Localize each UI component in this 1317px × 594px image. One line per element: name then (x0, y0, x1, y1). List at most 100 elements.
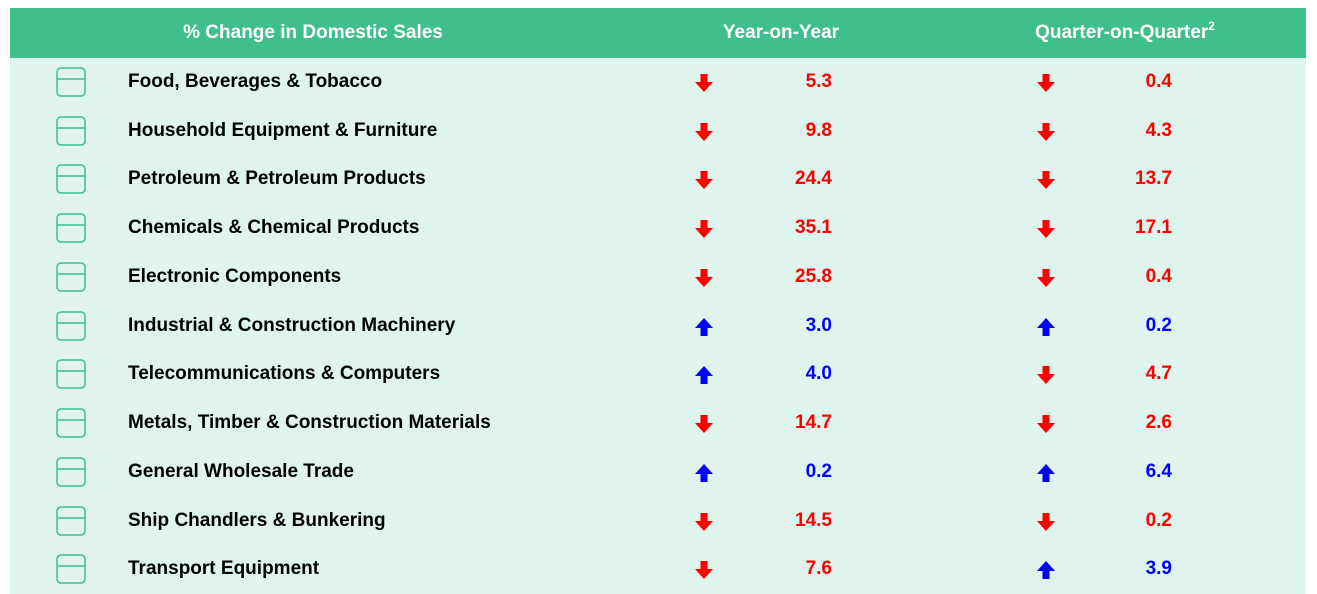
header-yoy: Year-on-Year (722, 22, 840, 43)
qoq-value: 17.1 (1135, 217, 1172, 239)
arrow-shape (695, 220, 713, 239)
icon-outline (56, 359, 86, 390)
arrow-up (1037, 317, 1055, 336)
row-name: Ship Chandlers & Bunkering (128, 509, 386, 531)
arrow-down (695, 268, 713, 287)
qoq-value: 0.4 (1145, 71, 1172, 92)
icon-outline (56, 262, 86, 292)
yoy-value: 35.1 (795, 217, 832, 239)
arrow-down (695, 415, 713, 434)
row-name: Transport Equipment (128, 558, 320, 580)
row-icon (56, 213, 86, 243)
table-row: Chemicals & Chemical Products 35.1 17.1 (0, 204, 1317, 253)
row-name: Chemicals & Chemical Products (128, 217, 420, 239)
icon-outline (56, 213, 86, 243)
arrow-shape (1037, 171, 1055, 190)
arrow-shape (695, 366, 713, 385)
row-name: General Wholesale Trade (128, 460, 354, 482)
row-icon (56, 505, 86, 536)
qoq-value: 0.2 (1145, 314, 1172, 336)
arrow-down (1037, 415, 1055, 434)
table-row: General Wholesale Trade 0.2 6.4 (0, 448, 1317, 497)
table-row: Industrial & Construction Machinery 3.0 0.… (0, 302, 1317, 351)
arrow-shape (695, 463, 713, 482)
arrow-shape (1037, 415, 1055, 434)
row-icon (56, 457, 86, 487)
row-icon (56, 164, 86, 195)
arrow-shape (1037, 463, 1055, 482)
table-row: Food, Beverages & Tobacco 5.3 0.4 (0, 58, 1317, 107)
row-name: Industrial & Construction Machinery (128, 314, 456, 336)
icon-outline (56, 164, 86, 195)
qoq-value: 0.2 (1145, 509, 1172, 531)
arrow-shape (695, 317, 713, 336)
qoq-value: 4.7 (1145, 363, 1172, 385)
table-row: Transport Equipment 7.6 3.9 (0, 545, 1317, 594)
yoy-value: 7.6 (805, 558, 832, 580)
arrow-up (1037, 561, 1055, 580)
qoq-value: 0.4 (1145, 265, 1172, 287)
arrow-down (695, 74, 713, 92)
arrow-shape (1037, 317, 1055, 336)
row-icon (56, 554, 86, 585)
arrow-shape (1037, 220, 1055, 239)
arrow-down (1037, 220, 1055, 239)
qoq-value: 4.3 (1145, 119, 1172, 141)
qoq-value: 6.4 (1145, 460, 1172, 482)
arrow-down (695, 220, 713, 239)
yoy-value: 4.0 (805, 363, 832, 385)
arrow-shape (695, 512, 713, 531)
arrow-down (1037, 366, 1055, 385)
icon-outline (56, 505, 86, 536)
arrow-up (695, 463, 713, 482)
table-row: Household Equipment & Furniture 9.8 4.3 (0, 107, 1317, 156)
table-row: Telecommunications & Computers 4.0 4.7 (0, 350, 1317, 399)
arrow-shape (695, 561, 713, 580)
footnote-mark: 2 (1208, 19, 1215, 33)
arrow-up (1037, 463, 1055, 482)
table-row: Electronic Components 25.8 0.4 (0, 253, 1317, 302)
arrow-shape (695, 415, 713, 434)
row-icon (56, 310, 86, 341)
yoy-value: 3.0 (805, 314, 832, 336)
icon-outline (56, 408, 86, 438)
icon-outline (56, 457, 86, 487)
yoy-value: 24.4 (795, 168, 832, 190)
qoq-value: 13.7 (1135, 168, 1172, 190)
table-row: Ship Chandlers & Bunkering 14.5 0.2 (0, 497, 1317, 546)
row-name: Metals, Timber & Construction Materials (128, 412, 491, 434)
header-qoq: Quarter-on-Quarter2 (1000, 8, 1250, 58)
arrow-down (1037, 171, 1055, 190)
arrow-down (1037, 512, 1055, 531)
icon-outline (56, 67, 86, 97)
row-name: Electronic Components (128, 265, 342, 287)
row-name: Telecommunications & Computers (128, 363, 441, 385)
arrow-shape (1037, 561, 1055, 580)
arrow-down (1037, 122, 1055, 141)
yoy-value: 14.5 (795, 509, 832, 531)
arrow-shape (695, 74, 713, 92)
icon-outline (56, 310, 86, 341)
yoy-value: 9.8 (805, 119, 832, 141)
arrow-shape (695, 171, 713, 190)
table-body (10, 58, 1306, 594)
arrow-down (695, 122, 713, 141)
arrow-shape (695, 268, 713, 287)
header-bar (10, 8, 1306, 58)
arrow-down (1037, 268, 1055, 287)
row-name: Food, Beverages & Tobacco (128, 71, 383, 92)
row-icon (56, 408, 86, 438)
arrow-up (695, 366, 713, 385)
arrow-shape (1037, 122, 1055, 141)
arrow-shape (1037, 512, 1055, 531)
yoy-value: 14.7 (795, 412, 832, 434)
row-icon (56, 262, 86, 292)
row-name: Petroleum & Petroleum Products (128, 168, 426, 190)
icon-outline (56, 115, 86, 146)
arrow-shape (1037, 268, 1055, 287)
table-row: Metals, Timber & Construction Materials 1… (0, 399, 1317, 448)
arrow-down (695, 561, 713, 580)
arrow-down (695, 171, 713, 190)
yoy-value: 0.2 (805, 460, 832, 482)
